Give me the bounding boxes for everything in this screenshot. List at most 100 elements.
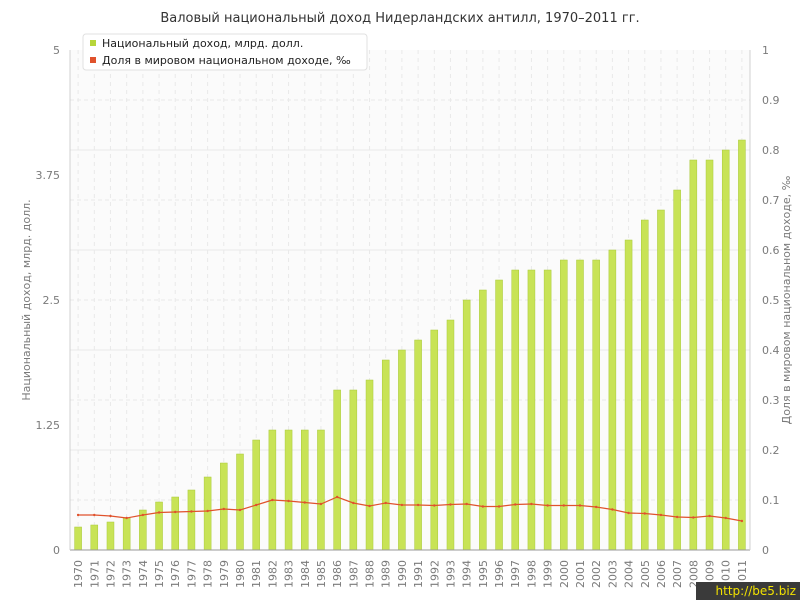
legend-label-income[interactable]: Национальный доход, млрд. долл. bbox=[102, 37, 303, 50]
share-point-1976[interactable] bbox=[174, 510, 177, 514]
bar-2006[interactable] bbox=[657, 209, 665, 551]
bar-2008[interactable] bbox=[689, 159, 698, 551]
share-point-2004[interactable] bbox=[627, 511, 630, 515]
share-point-1977[interactable] bbox=[190, 510, 193, 513]
bar-1990[interactable] bbox=[398, 349, 406, 551]
bar-1986[interactable] bbox=[333, 389, 341, 551]
x-tick-label: 2011 bbox=[736, 560, 749, 588]
share-point-1999[interactable] bbox=[546, 504, 549, 507]
share-point-1981[interactable] bbox=[254, 503, 258, 507]
bar-1994[interactable] bbox=[462, 299, 471, 551]
bar-1980[interactable] bbox=[236, 453, 244, 551]
y-tick-label: 2.5 bbox=[43, 294, 61, 307]
x-tick-label: 1985 bbox=[315, 560, 328, 588]
bar-1976[interactable] bbox=[171, 496, 179, 551]
share-point-1970[interactable] bbox=[76, 513, 80, 517]
share-point-1974[interactable] bbox=[141, 513, 145, 517]
share-point-2008[interactable] bbox=[692, 516, 695, 519]
bar-1992[interactable] bbox=[430, 329, 439, 551]
watermark-link[interactable]: http://be5.biz bbox=[715, 584, 796, 598]
y-axis-title: Национальный доход, млрд. долл. bbox=[20, 199, 33, 400]
share-point-1998[interactable] bbox=[530, 502, 533, 506]
share-point-1990[interactable] bbox=[400, 503, 404, 507]
x-tick-label: 1982 bbox=[266, 560, 279, 588]
share-point-1989[interactable] bbox=[384, 501, 387, 505]
y-tick-labels: 0 1.25 2.5 3.75 5 bbox=[36, 44, 61, 557]
share-point-2000[interactable] bbox=[562, 504, 566, 507]
share-point-2001[interactable] bbox=[578, 504, 582, 507]
share-point-2009[interactable] bbox=[708, 514, 711, 518]
bar-2011[interactable] bbox=[738, 139, 746, 551]
bar-1975[interactable] bbox=[155, 501, 163, 551]
share-point-1996[interactable] bbox=[497, 505, 501, 508]
share-point-1992[interactable] bbox=[433, 504, 436, 507]
share-point-1973[interactable] bbox=[125, 516, 128, 520]
share-point-1972[interactable] bbox=[109, 514, 112, 518]
bar-1998[interactable] bbox=[527, 269, 536, 551]
share-point-1995[interactable] bbox=[481, 505, 485, 508]
share-point-2007[interactable] bbox=[675, 515, 679, 519]
share-point-1988[interactable] bbox=[368, 504, 371, 508]
bar-1984[interactable] bbox=[301, 429, 309, 551]
share-point-1980[interactable] bbox=[238, 508, 242, 512]
share-line[interactable] bbox=[78, 496, 743, 522]
x-tick-label: 2000 bbox=[558, 560, 571, 588]
bar-2005[interactable] bbox=[641, 219, 649, 551]
share-point-1986[interactable] bbox=[335, 495, 339, 499]
bar-1999[interactable] bbox=[543, 269, 552, 551]
bar-1991[interactable] bbox=[414, 339, 422, 551]
y-tick-label: 5 bbox=[53, 44, 60, 57]
share-point-2006[interactable] bbox=[659, 513, 663, 517]
bar-2009[interactable] bbox=[705, 159, 714, 551]
share-point-2005[interactable] bbox=[643, 512, 646, 515]
bar-1978[interactable] bbox=[203, 476, 212, 551]
share-point-1975[interactable] bbox=[157, 511, 161, 514]
bar-2004[interactable] bbox=[624, 239, 633, 551]
bar-1977[interactable] bbox=[187, 489, 196, 551]
share-point-1994[interactable] bbox=[465, 502, 468, 506]
y2-axis-title: Доля в мировом национальном доходе, ‰ bbox=[780, 175, 793, 424]
bar-1985[interactable] bbox=[317, 429, 325, 551]
x-tick-label: 1999 bbox=[542, 560, 555, 588]
share-point-1982[interactable] bbox=[271, 498, 274, 502]
bar-1981[interactable] bbox=[252, 439, 260, 551]
bar-1993[interactable] bbox=[446, 319, 455, 551]
share-point-1984[interactable] bbox=[303, 501, 306, 504]
x-tick-labels: 1970 1971 1972 1973 1974 1975 1976 1977 1978 1979… bbox=[72, 560, 749, 588]
share-point-1971[interactable] bbox=[93, 513, 96, 517]
bar-1970[interactable] bbox=[74, 526, 82, 551]
share-point-1983[interactable] bbox=[287, 499, 290, 503]
share-point-2011[interactable] bbox=[740, 519, 744, 523]
bar-1979[interactable] bbox=[220, 462, 228, 551]
bar-2007[interactable] bbox=[673, 189, 681, 551]
y2-tick-labels: 0 0.1 0.2 0.3 0.4 0.5 0.6 0.7 0.8 0.9 1 bbox=[762, 44, 780, 557]
bar-1982[interactable] bbox=[268, 429, 277, 551]
x-tick-label: 1986 bbox=[331, 560, 344, 588]
share-point-1997[interactable] bbox=[514, 503, 517, 506]
x-tick-label: 1998 bbox=[525, 560, 538, 588]
bar-1989[interactable] bbox=[381, 359, 390, 551]
bar-1995[interactable] bbox=[479, 289, 487, 551]
bar-1983[interactable] bbox=[284, 429, 293, 551]
share-point-2002[interactable] bbox=[594, 505, 598, 509]
share-point-1978[interactable] bbox=[206, 509, 209, 513]
bar-1972[interactable] bbox=[106, 521, 115, 551]
share-point-1993[interactable] bbox=[449, 503, 452, 506]
bar-1996[interactable] bbox=[495, 279, 503, 551]
share-point-1979[interactable] bbox=[222, 507, 226, 511]
bar-1971[interactable] bbox=[90, 524, 99, 551]
share-point-1991[interactable] bbox=[416, 503, 420, 507]
share-point-2010[interactable] bbox=[724, 516, 727, 520]
share-point-2003[interactable] bbox=[611, 508, 614, 511]
x-tick-label: 1970 bbox=[72, 560, 85, 588]
share-point-1985[interactable] bbox=[319, 502, 323, 506]
bar-1997[interactable] bbox=[511, 269, 519, 551]
bar-1988[interactable] bbox=[365, 379, 374, 551]
legend-label-share[interactable]: Доля в мировом национальном доходе, ‰ bbox=[102, 54, 351, 67]
bar-1973[interactable] bbox=[122, 517, 131, 551]
bar-2010[interactable] bbox=[721, 149, 730, 551]
bar-1987[interactable] bbox=[349, 389, 358, 551]
legend[interactable]: Национальный доход, млрд. долл. Доля в м… bbox=[82, 33, 368, 71]
share-point-1987[interactable] bbox=[352, 501, 355, 505]
bar-2003[interactable] bbox=[608, 249, 617, 551]
